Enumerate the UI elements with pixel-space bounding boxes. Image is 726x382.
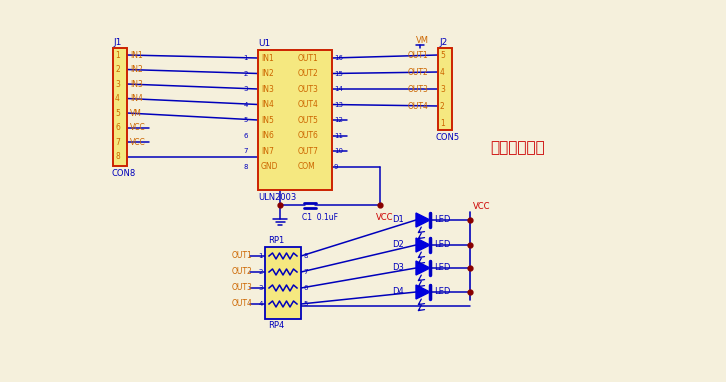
Text: 6: 6	[243, 133, 248, 139]
Text: 1: 1	[243, 55, 248, 61]
Text: 2: 2	[440, 102, 445, 110]
Text: 步进电机模块: 步进电机模块	[490, 141, 544, 155]
Text: U1: U1	[258, 39, 270, 47]
Text: OUT3: OUT3	[408, 84, 429, 94]
Text: 12: 12	[334, 117, 343, 123]
Text: OUT1: OUT1	[298, 53, 319, 63]
Text: RP4: RP4	[268, 322, 285, 330]
Text: 2: 2	[258, 269, 263, 275]
Text: 11: 11	[334, 133, 343, 139]
Text: COM: COM	[298, 162, 316, 171]
Text: OUT7: OUT7	[298, 147, 319, 155]
Text: 3: 3	[258, 285, 263, 291]
Bar	[258, 50, 332, 190]
Text: OUT1: OUT1	[232, 251, 253, 261]
Text: 16: 16	[334, 55, 343, 61]
Text: 8: 8	[303, 253, 308, 259]
Text: D3: D3	[392, 262, 404, 272]
Text: IN5: IN5	[261, 115, 274, 125]
Polygon shape	[416, 261, 430, 275]
Text: RP1: RP1	[268, 235, 285, 244]
Text: 3: 3	[440, 84, 445, 94]
Text: 5: 5	[115, 108, 120, 118]
Text: CON8: CON8	[111, 168, 135, 178]
Text: OUT3: OUT3	[298, 84, 319, 94]
Text: 15: 15	[334, 71, 343, 76]
Text: 8: 8	[115, 152, 120, 161]
Bar	[438, 48, 452, 130]
Text: 10: 10	[334, 148, 343, 154]
Text: VCC: VCC	[130, 123, 146, 132]
Text: D1: D1	[392, 215, 404, 223]
Text: 6: 6	[115, 123, 120, 132]
Text: IN6: IN6	[261, 131, 274, 140]
Text: IN2: IN2	[130, 65, 143, 74]
Text: 7: 7	[243, 148, 248, 154]
Text: OUT2: OUT2	[298, 69, 319, 78]
Text: IN3: IN3	[261, 84, 274, 94]
Text: LED: LED	[434, 240, 450, 249]
Text: 3: 3	[115, 79, 120, 89]
Text: 14: 14	[334, 86, 343, 92]
Text: OUT4: OUT4	[298, 100, 319, 109]
Bar	[265, 247, 301, 319]
Polygon shape	[416, 213, 430, 227]
Text: CON5: CON5	[435, 133, 459, 141]
Text: 1: 1	[258, 253, 263, 259]
Text: GND: GND	[261, 162, 279, 171]
Text: 13: 13	[334, 102, 343, 107]
Text: LED: LED	[434, 215, 450, 223]
Text: 4: 4	[244, 102, 248, 107]
Text: LED: LED	[434, 262, 450, 272]
Text: VCC: VCC	[473, 201, 491, 210]
Polygon shape	[416, 238, 430, 252]
Text: VM: VM	[416, 36, 429, 44]
Text: 4: 4	[115, 94, 120, 103]
Text: 2: 2	[115, 65, 120, 74]
Text: 6: 6	[303, 285, 308, 291]
Text: 5: 5	[244, 117, 248, 123]
Text: LED: LED	[434, 286, 450, 296]
Text: OUT6: OUT6	[298, 131, 319, 140]
Text: 1: 1	[440, 118, 445, 128]
Text: 7: 7	[115, 138, 120, 147]
Text: OUT4: OUT4	[232, 299, 253, 309]
Text: 5: 5	[440, 50, 445, 60]
Text: D4: D4	[392, 286, 404, 296]
Polygon shape	[416, 285, 430, 299]
Text: IN1: IN1	[130, 50, 143, 60]
Text: VCC: VCC	[130, 138, 146, 147]
Text: 2: 2	[244, 71, 248, 76]
Text: J1: J1	[113, 37, 121, 47]
Text: 9: 9	[334, 163, 338, 170]
Text: C1  0.1uF: C1 0.1uF	[302, 212, 338, 222]
Text: IN4: IN4	[261, 100, 274, 109]
Text: IN4: IN4	[130, 94, 143, 103]
Text: IN1: IN1	[261, 53, 274, 63]
Text: VM: VM	[130, 108, 142, 118]
Text: 5: 5	[303, 301, 307, 307]
Text: 4: 4	[440, 68, 445, 76]
Text: OUT2: OUT2	[232, 267, 253, 277]
Text: 7: 7	[303, 269, 308, 275]
Text: IN2: IN2	[261, 69, 274, 78]
Text: 8: 8	[243, 163, 248, 170]
Text: IN3: IN3	[130, 79, 143, 89]
Text: VCC: VCC	[376, 212, 393, 222]
Text: 1: 1	[115, 50, 120, 60]
Text: D2: D2	[392, 240, 404, 249]
Text: OUT4: OUT4	[408, 102, 429, 110]
Bar	[113, 48, 127, 166]
Text: J2: J2	[439, 37, 447, 47]
Text: OUT2: OUT2	[408, 68, 429, 76]
Text: IN7: IN7	[261, 147, 274, 155]
Text: 3: 3	[243, 86, 248, 92]
Text: OUT3: OUT3	[232, 283, 253, 293]
Text: 4: 4	[258, 301, 263, 307]
Text: OUT5: OUT5	[298, 115, 319, 125]
Text: ULN2003: ULN2003	[258, 193, 296, 201]
Text: OUT1: OUT1	[408, 50, 429, 60]
